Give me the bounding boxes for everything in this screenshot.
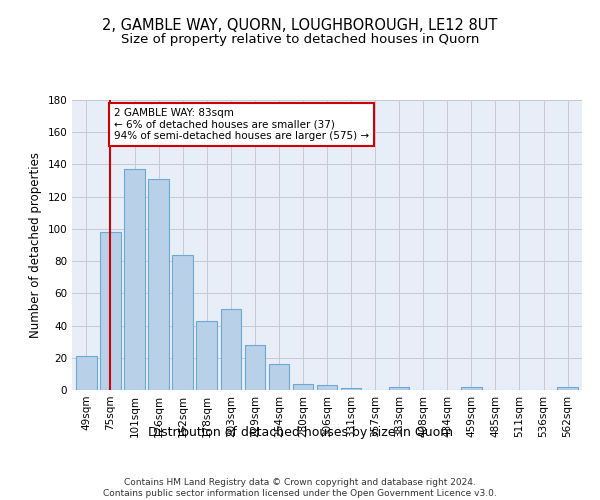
Bar	[100, 232, 121, 390]
Y-axis label: Number of detached properties: Number of detached properties	[29, 152, 42, 338]
Bar	[341, 388, 361, 390]
Bar	[293, 384, 313, 390]
Bar	[461, 387, 482, 390]
Text: 2 GAMBLE WAY: 83sqm
← 6% of detached houses are smaller (37)
94% of semi-detache: 2 GAMBLE WAY: 83sqm ← 6% of detached hou…	[114, 108, 369, 142]
Text: Size of property relative to detached houses in Quorn: Size of property relative to detached ho…	[121, 32, 479, 46]
Bar	[221, 310, 241, 390]
Bar	[557, 387, 578, 390]
Bar	[389, 387, 409, 390]
Bar	[124, 170, 145, 390]
Text: 2, GAMBLE WAY, QUORN, LOUGHBOROUGH, LE12 8UT: 2, GAMBLE WAY, QUORN, LOUGHBOROUGH, LE12…	[103, 18, 497, 32]
Bar	[196, 320, 217, 390]
Bar	[245, 345, 265, 390]
Text: Contains HM Land Registry data © Crown copyright and database right 2024.
Contai: Contains HM Land Registry data © Crown c…	[103, 478, 497, 498]
Bar	[317, 385, 337, 390]
Bar	[148, 179, 169, 390]
Bar	[76, 356, 97, 390]
Bar	[172, 254, 193, 390]
Bar	[269, 364, 289, 390]
Text: Distribution of detached houses by size in Quorn: Distribution of detached houses by size …	[148, 426, 452, 439]
